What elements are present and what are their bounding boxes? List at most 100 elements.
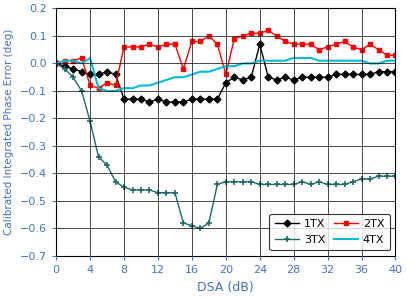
4TX: [368, 62, 372, 65]
3TX: [164, 191, 169, 195]
2TX: [147, 42, 152, 46]
2TX: [138, 45, 143, 49]
2TX: [164, 42, 169, 46]
2TX: [359, 48, 364, 52]
4TX: [215, 67, 220, 71]
2TX: [206, 34, 211, 38]
4TX: [198, 70, 203, 74]
1TX: [54, 62, 59, 65]
1TX: [79, 70, 84, 74]
3TX: [173, 191, 177, 195]
2TX: [274, 34, 279, 38]
4TX: [257, 59, 262, 63]
4TX: [342, 59, 347, 63]
2TX: [257, 31, 262, 35]
2TX: [351, 45, 356, 49]
4TX: [147, 84, 152, 87]
1TX: [283, 75, 288, 79]
2TX: [223, 73, 228, 76]
3TX: [342, 183, 347, 186]
4TX: [62, 59, 67, 63]
4TX: [376, 62, 381, 65]
1TX: [359, 73, 364, 76]
4TX: [130, 86, 135, 90]
1TX: [113, 73, 118, 76]
1TX: [232, 75, 237, 79]
2TX: [368, 42, 372, 46]
X-axis label: DSA (dB): DSA (dB): [197, 280, 254, 294]
3TX: [54, 62, 59, 65]
Legend: 1TX, 3TX, 2TX, 4TX: 1TX, 3TX, 2TX, 4TX: [269, 214, 390, 250]
4TX: [206, 70, 211, 74]
2TX: [283, 40, 288, 43]
Line: 1TX: 1TX: [54, 42, 398, 104]
3TX: [181, 221, 186, 225]
2TX: [54, 62, 59, 65]
1TX: [249, 75, 254, 79]
2TX: [113, 84, 118, 87]
4TX: [266, 59, 271, 63]
3TX: [257, 183, 262, 186]
4TX: [173, 75, 177, 79]
4TX: [334, 59, 339, 63]
4TX: [96, 86, 101, 90]
3TX: [138, 188, 143, 192]
2TX: [155, 45, 160, 49]
2TX: [334, 42, 339, 46]
4TX: [71, 59, 76, 63]
3TX: [189, 224, 194, 227]
2TX: [342, 40, 347, 43]
Y-axis label: Calibrated Integrated Phase Error (deg): Calibrated Integrated Phase Error (deg): [4, 29, 14, 235]
3TX: [223, 180, 228, 184]
1TX: [88, 73, 92, 76]
4TX: [54, 62, 59, 65]
Line: 4TX: 4TX: [56, 58, 396, 91]
2TX: [173, 42, 177, 46]
3TX: [113, 180, 118, 184]
1TX: [257, 42, 262, 46]
2TX: [300, 42, 304, 46]
2TX: [71, 59, 76, 63]
2TX: [266, 29, 271, 32]
1TX: [155, 97, 160, 101]
1TX: [122, 97, 127, 101]
4TX: [308, 56, 313, 60]
2TX: [317, 48, 322, 52]
3TX: [300, 180, 304, 184]
1TX: [274, 78, 279, 82]
3TX: [215, 183, 220, 186]
2TX: [232, 37, 237, 41]
4TX: [359, 59, 364, 63]
1TX: [189, 97, 194, 101]
3TX: [147, 188, 152, 192]
2TX: [376, 48, 381, 52]
3TX: [393, 174, 398, 178]
3TX: [155, 191, 160, 195]
1TX: [300, 75, 304, 79]
4TX: [385, 59, 389, 63]
4TX: [155, 81, 160, 85]
1TX: [308, 75, 313, 79]
2TX: [249, 31, 254, 35]
4TX: [105, 89, 109, 93]
2TX: [308, 42, 313, 46]
4TX: [223, 64, 228, 68]
Line: 3TX: 3TX: [53, 60, 399, 232]
3TX: [105, 163, 109, 167]
3TX: [71, 75, 76, 79]
3TX: [122, 185, 127, 189]
3TX: [283, 183, 288, 186]
3TX: [317, 180, 322, 184]
3TX: [62, 67, 67, 71]
2TX: [62, 59, 67, 63]
2TX: [385, 53, 389, 57]
Line: 2TX: 2TX: [54, 28, 398, 91]
1TX: [266, 75, 271, 79]
1TX: [368, 73, 372, 76]
1TX: [291, 78, 296, 82]
1TX: [325, 75, 330, 79]
4TX: [291, 56, 296, 60]
3TX: [198, 227, 203, 230]
4TX: [325, 59, 330, 63]
3TX: [130, 188, 135, 192]
